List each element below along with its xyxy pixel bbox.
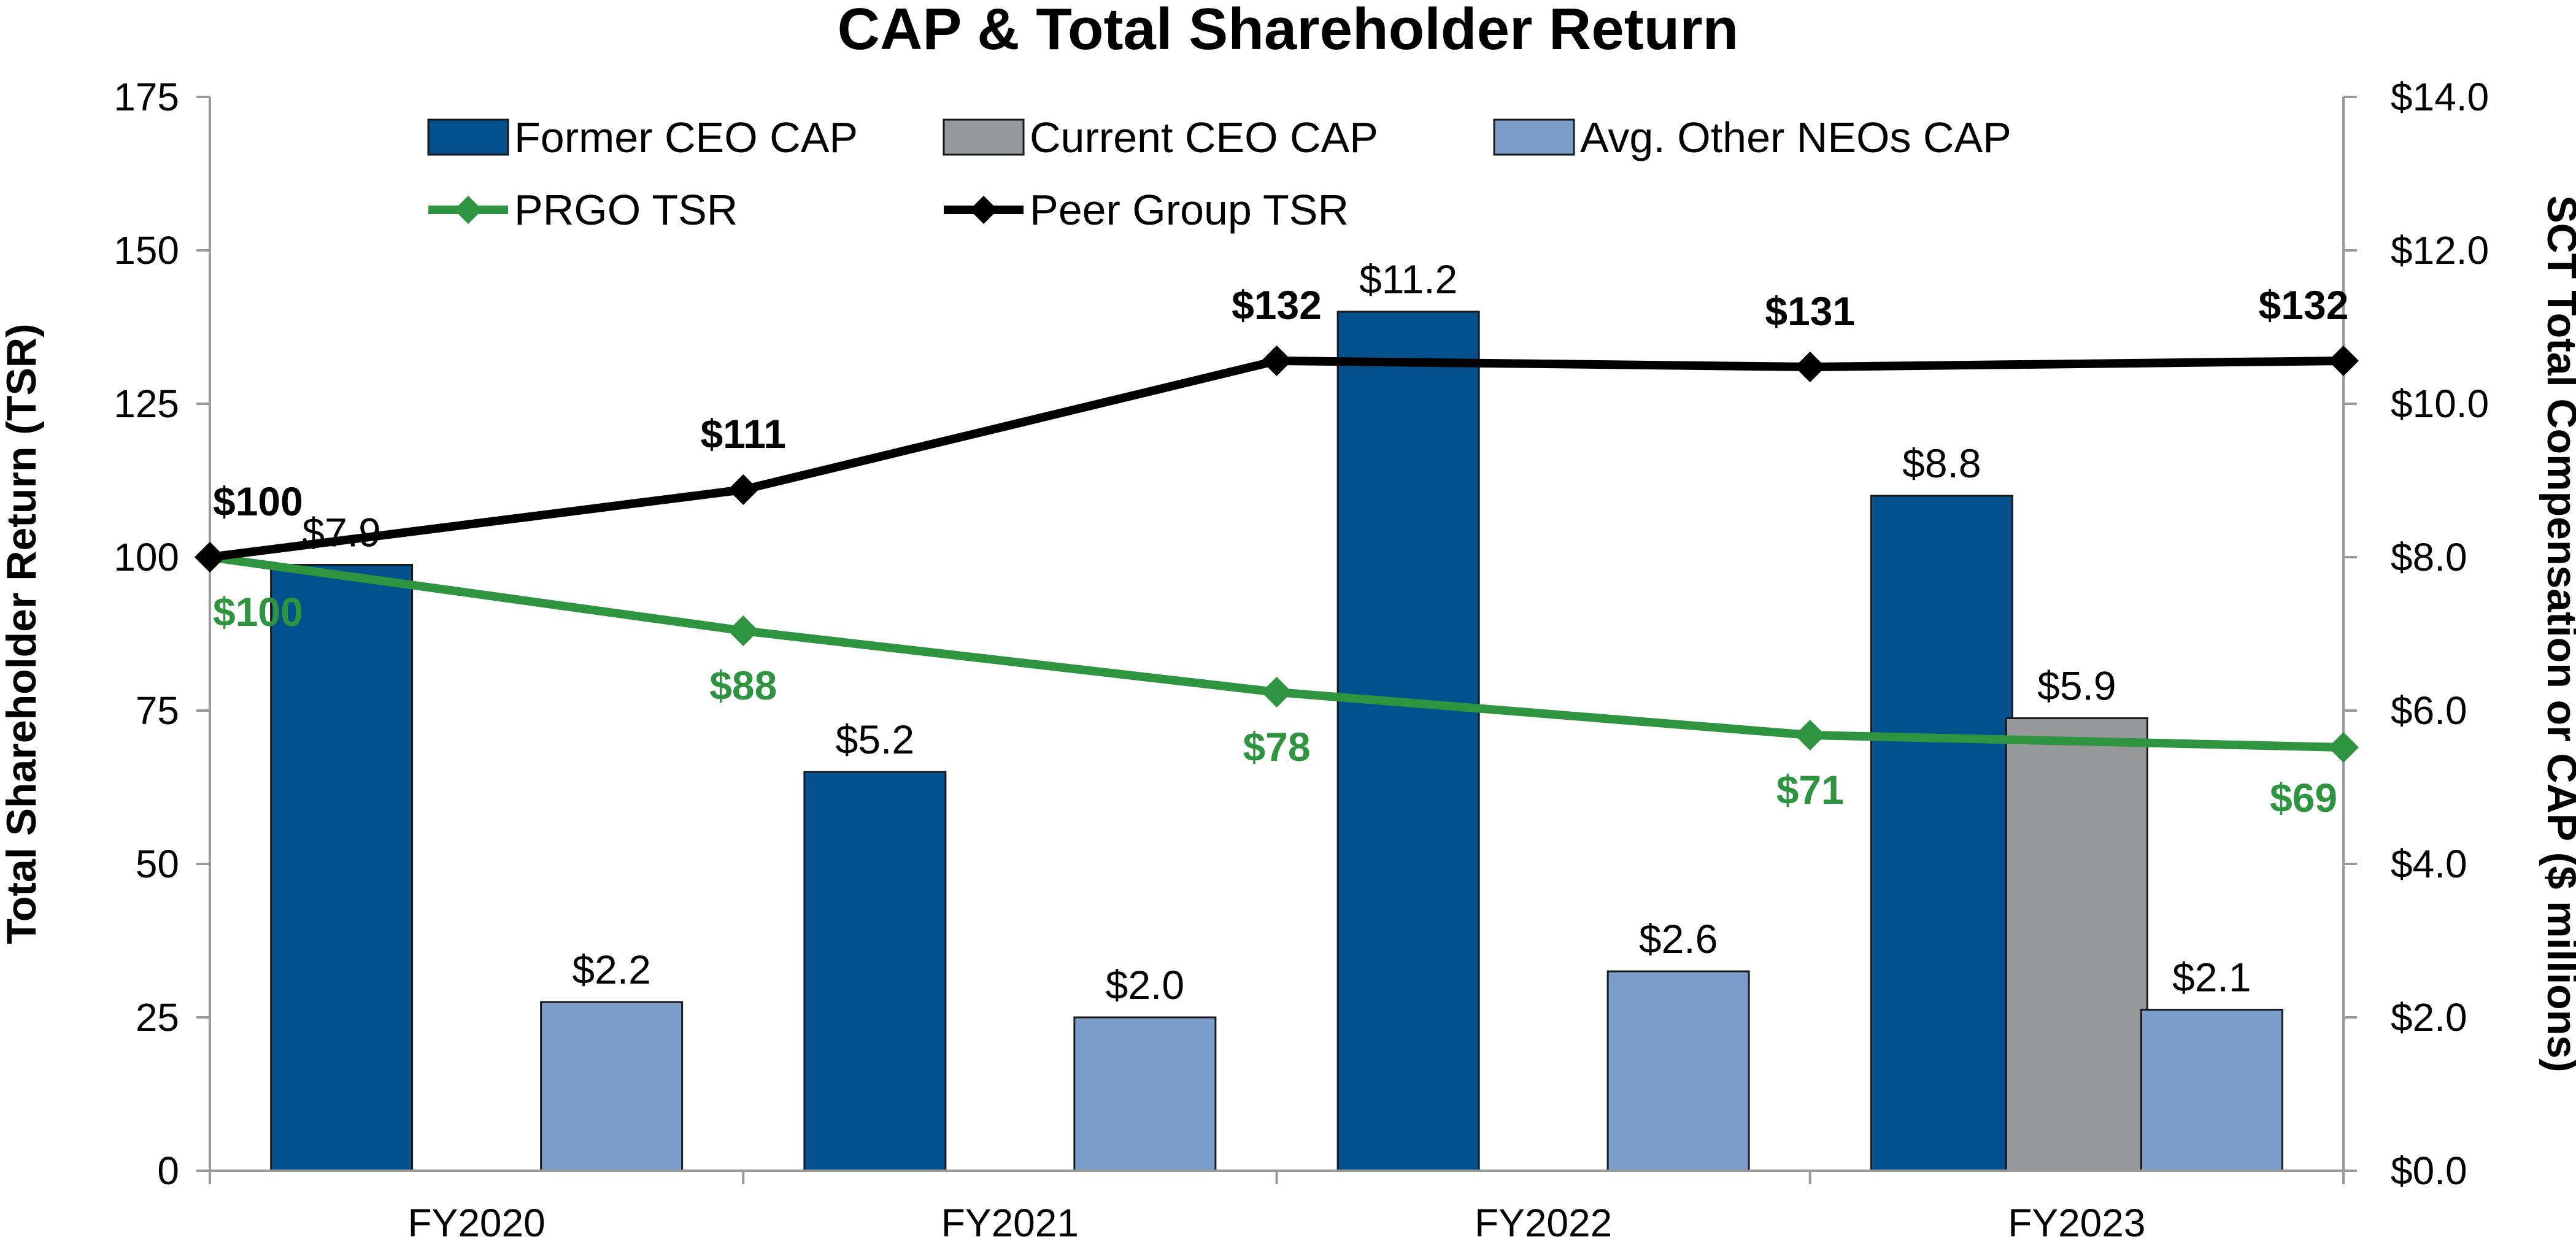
bar-data-label: $5.9 xyxy=(2037,663,2116,709)
bar xyxy=(1870,495,2013,1172)
legend-label: Peer Group TSR xyxy=(1030,186,1349,234)
right-tick-label: $10.0 xyxy=(2391,382,2489,426)
line-marker xyxy=(1261,677,1292,707)
legend-swatch xyxy=(427,118,509,156)
line-marker xyxy=(728,474,759,505)
legend-label: Current CEO CAP xyxy=(1030,114,1378,161)
line-data-label: $78 xyxy=(1243,724,1310,769)
left-tick-label: 100 xyxy=(114,535,179,579)
bar xyxy=(1336,310,1480,1172)
right-tick-label: $2.0 xyxy=(2391,995,2467,1039)
line-data-label: $71 xyxy=(1776,767,1844,812)
left-tick-label: 25 xyxy=(136,995,179,1039)
legend-label: Avg. Other NEOs CAP xyxy=(1580,114,2011,161)
x-tick-label: FY2020 xyxy=(408,1201,546,1245)
line-data-label: $100 xyxy=(213,589,303,634)
line-label-group: $100 $88 $78 $71 $69 $100 $111 $132 $131 $132 xyxy=(213,282,2348,820)
line-marker xyxy=(1261,345,1292,376)
x-tick-group: FY2020 FY2021 FY2022 FY2023 xyxy=(209,1171,2345,1245)
right-tick-label: $12.0 xyxy=(2391,228,2489,272)
line-marker xyxy=(1794,352,1826,382)
right-axis-title: SCT Total Compensation or CAP ($ million… xyxy=(2539,195,2576,1072)
bar xyxy=(540,1001,684,1172)
bar xyxy=(270,564,414,1172)
legend-swatch xyxy=(943,118,1025,156)
left-tick-group: 0 25 50 75 100 125 150 175 xyxy=(114,75,210,1193)
x-tick-label: FY2022 xyxy=(1475,1201,1612,1245)
legend-swatch xyxy=(1493,118,1575,156)
legend: Former CEO CAP Current CEO CAP Avg. Other … xyxy=(427,114,2011,234)
bar-data-label: $2.0 xyxy=(1106,962,1184,1008)
line-data-label: $132 xyxy=(2259,282,2349,328)
legend-marker xyxy=(454,196,482,224)
bar-data-label: $2.6 xyxy=(1639,916,1718,962)
bar xyxy=(803,771,947,1172)
bar-data-label: $2.1 xyxy=(2172,955,2251,1000)
right-tick-label: $0.0 xyxy=(2391,1149,2467,1193)
right-tick-group: $0.0 $2.0 $4.0 $6.0 $8.0 $10.0 $12.0 $14.0 xyxy=(2343,75,2489,1193)
legend-label: Former CEO CAP xyxy=(514,114,858,161)
bar-group xyxy=(270,310,2283,1172)
bar xyxy=(1606,970,1750,1172)
line-marker xyxy=(195,542,225,572)
right-tick-label: $6.0 xyxy=(2391,688,2467,733)
line-group xyxy=(195,345,2359,763)
line-marker xyxy=(2328,732,2359,763)
line-data-label: $69 xyxy=(2270,775,2337,820)
left-tick-label: 50 xyxy=(136,842,179,886)
line-marker xyxy=(2328,345,2359,376)
bar-label-group: $7.9$5.2$11.2$8.8$5.9$2.2 $2.0$2.6$2.1 xyxy=(302,256,2251,1008)
right-tick-label: $14.0 xyxy=(2391,75,2489,119)
line-series-path xyxy=(209,357,2344,561)
left-tick-label: 150 xyxy=(114,228,179,272)
line-data-label: $88 xyxy=(709,663,777,708)
legend-marker xyxy=(970,196,998,224)
chart-title: CAP & Total Shareholder Return xyxy=(838,0,1739,62)
line-marker xyxy=(728,615,759,646)
bar-data-label: $2.2 xyxy=(572,947,650,992)
bar-data-label: $5.2 xyxy=(836,717,914,762)
bar xyxy=(2005,717,2148,1172)
bar xyxy=(2140,1009,2283,1172)
line-data-label: $111 xyxy=(700,411,786,457)
bar-data-label: $11.2 xyxy=(1359,256,1457,302)
line-data-label: $131 xyxy=(1765,288,1855,334)
line-data-label: $100 xyxy=(213,479,303,524)
line-marker xyxy=(1794,720,1826,750)
right-tick-label: $4.0 xyxy=(2391,842,2467,886)
left-tick-label: 175 xyxy=(114,75,179,119)
left-tick-label: 125 xyxy=(114,382,179,426)
bar xyxy=(1073,1016,1217,1172)
left-tick-label: 75 xyxy=(136,688,179,733)
left-axis-title: Total Shareholder Return (TSR) xyxy=(0,323,45,944)
right-tick-label: $8.0 xyxy=(2391,535,2467,579)
x-tick-label: FY2021 xyxy=(941,1201,1079,1245)
legend-label: PRGO TSR xyxy=(514,186,738,234)
left-tick-label: 0 xyxy=(157,1149,179,1193)
x-tick-label: FY2023 xyxy=(2008,1201,2145,1245)
line-data-label: $132 xyxy=(1232,282,1322,328)
bar-data-label: $8.8 xyxy=(1902,441,1981,486)
